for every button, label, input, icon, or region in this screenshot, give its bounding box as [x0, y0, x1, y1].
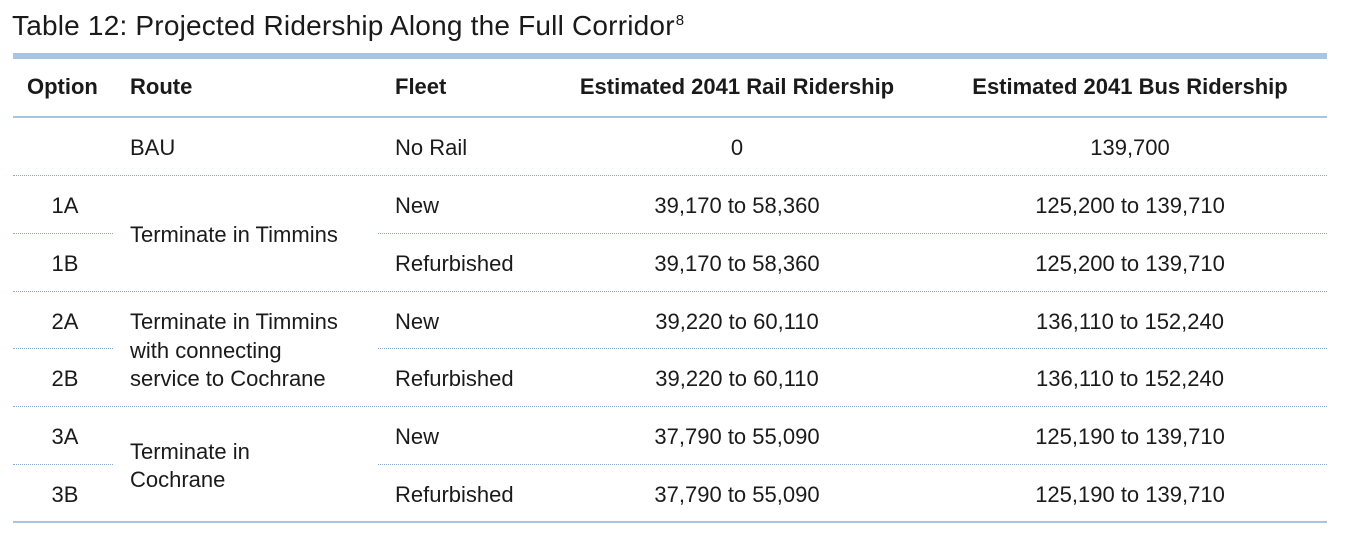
route-line: Terminate in Timmins — [130, 309, 338, 334]
bus-cell: 136,110 to 152,240 — [1036, 309, 1224, 334]
fleet-cell: No Rail — [395, 135, 468, 160]
row-divider — [378, 233, 1327, 234]
footnote-marker: 8 — [675, 12, 685, 29]
header-rail-ridership: Estimated 2041 Rail Ridership — [579, 74, 895, 99]
row-divider — [13, 233, 113, 234]
option-cell: 1A — [51, 193, 79, 218]
fleet-cell: Refurbished — [395, 366, 514, 391]
fleet-cell: Refurbished — [395, 251, 514, 276]
fleet-cell: New — [395, 424, 440, 449]
header-route: Route — [130, 74, 193, 99]
header-bus-ridership: Estimated 2041 Bus Ridership — [972, 74, 1288, 99]
option-cell: 2B — [51, 366, 79, 391]
rail-cell: 37,790 to 55,090 — [654, 424, 820, 449]
caption-text: Table 12: Projected Ridership Along the … — [12, 10, 675, 41]
route-line: service to Cochrane — [130, 366, 326, 391]
bus-cell: 125,190 to 139,710 — [1035, 482, 1225, 507]
bus-cell: 136,110 to 152,240 — [1036, 366, 1224, 391]
fleet-cell: New — [395, 193, 440, 218]
row-divider — [13, 464, 113, 465]
route-line: Cochrane — [130, 467, 226, 492]
route-line: with connecting — [130, 338, 282, 363]
fleet-cell: Refurbished — [395, 482, 514, 507]
bus-cell: 125,200 to 139,710 — [1035, 193, 1225, 218]
bus-cell: 139,700 — [1090, 135, 1170, 160]
bus-cell: 125,200 to 139,710 — [1035, 251, 1225, 276]
rail-cell: 39,220 to 60,110 — [655, 309, 819, 334]
header-option: Option — [27, 74, 98, 99]
row-divider — [13, 406, 1327, 407]
route-line: Terminate in — [130, 439, 250, 464]
row-divider — [13, 175, 1327, 176]
option-cell: 3B — [51, 482, 79, 507]
route-cell: BAU — [130, 135, 176, 160]
option-cell: 2A — [51, 309, 79, 334]
rail-cell: 39,170 to 58,360 — [654, 251, 820, 276]
rail-cell: 37,790 to 55,090 — [654, 482, 820, 507]
row-divider — [13, 291, 1327, 292]
option-cell: 1B — [51, 251, 79, 276]
fleet-cell: New — [395, 309, 440, 334]
rail-cell: 0 — [730, 135, 744, 160]
bus-cell: 125,190 to 139,710 — [1035, 424, 1225, 449]
table-bottom-rule — [13, 521, 1327, 523]
rail-cell: 39,170 to 58,360 — [654, 193, 820, 218]
table-caption: Table 12: Projected Ridership Along the … — [12, 10, 684, 42]
header-rule — [13, 116, 1327, 118]
option-cell: 3A — [51, 424, 79, 449]
route-cell: Terminate in Timmins — [130, 222, 338, 247]
header-fleet: Fleet — [395, 74, 447, 99]
row-divider — [378, 464, 1327, 465]
row-divider — [378, 348, 1327, 349]
row-divider — [13, 348, 113, 349]
table-top-rule — [13, 53, 1327, 59]
rail-cell: 39,220 to 60,110 — [655, 366, 819, 391]
